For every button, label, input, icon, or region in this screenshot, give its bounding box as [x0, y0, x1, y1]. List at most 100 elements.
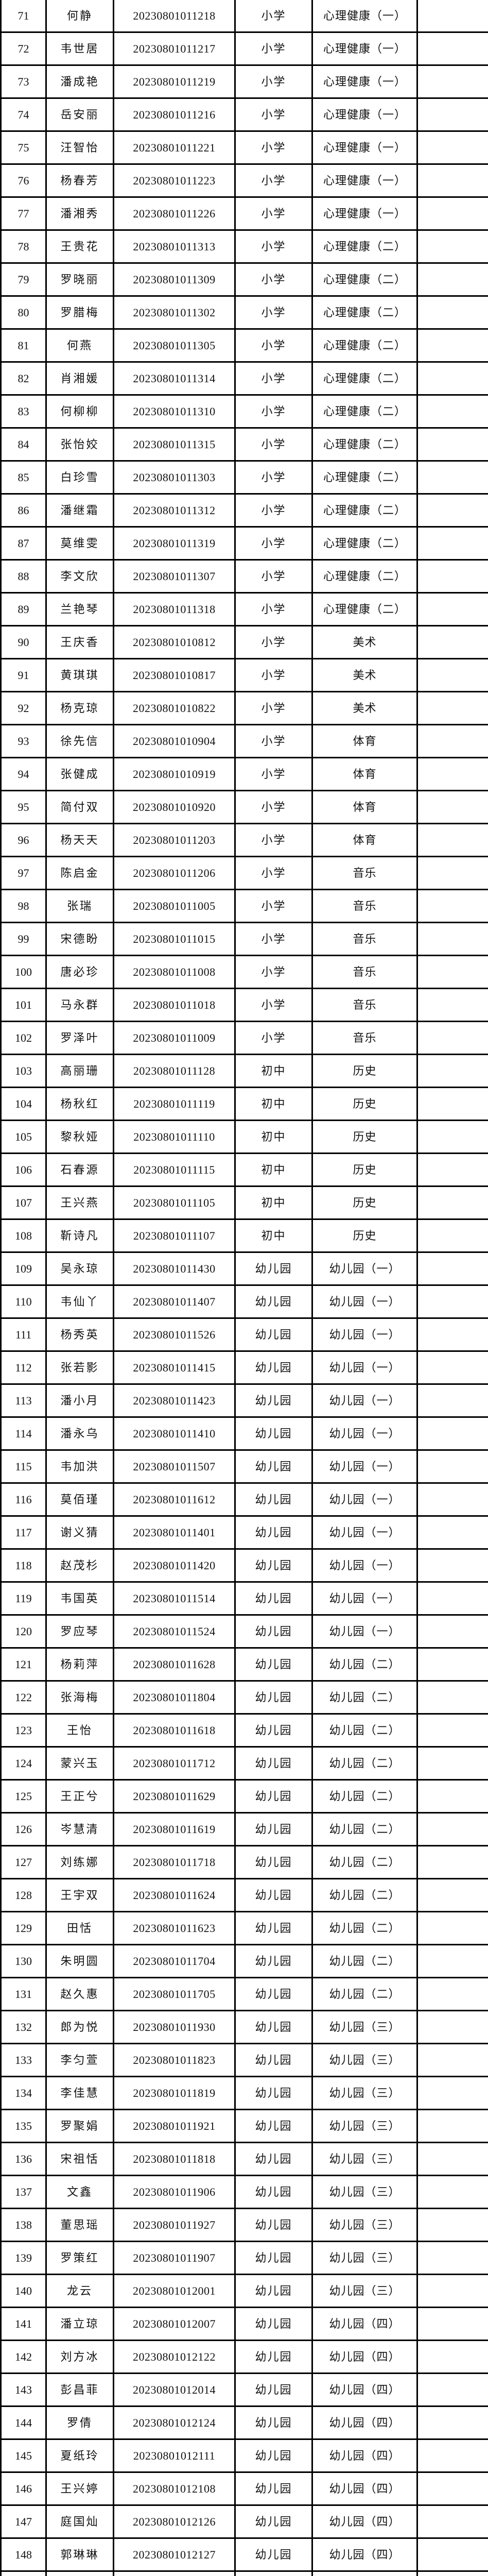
cell-exam-number: 20230801010919 — [113, 757, 236, 791]
cell-row-number: 127 — [0, 1845, 47, 1879]
cell-subject: 体育 — [311, 757, 418, 791]
table-row: 111 杨秀英 20230801011526 幼儿园 幼儿园（一） — [0, 1317, 488, 1352]
cell-exam-number: 20230801011226 — [113, 196, 236, 231]
cell-exam-number: 20230801011221 — [113, 130, 236, 165]
cell-row-number: 111 — [0, 1317, 47, 1352]
cell-school-level: 小学 — [234, 427, 313, 462]
table-row: 122 张海梅 20230801011804 幼儿园 幼儿园（二） — [0, 1680, 488, 1715]
cell-name: 黄琪琪 — [45, 658, 114, 692]
cell-school-level: 幼儿园 — [234, 2109, 313, 2143]
cell-name: 莫佰瑾 — [45, 1482, 114, 1517]
cell-school-level: 幼儿园 — [234, 1482, 313, 1517]
cell-school-level: 幼儿园 — [234, 1548, 313, 1583]
table-row: 101 马永群 20230801011018 小学 音乐 — [0, 988, 488, 1022]
cell-note — [416, 2208, 488, 2242]
cell-subject: 幼儿园（四） — [311, 2570, 418, 2576]
table-row: 126 岑慧清 20230801011619 幼儿园 幼儿园（二） — [0, 1812, 488, 1846]
cell-name: 张健成 — [45, 757, 114, 791]
cell-name: 罗晓丽 — [45, 262, 114, 297]
cell-subject: 幼儿园（四） — [311, 2471, 418, 2506]
cell-school-level: 幼儿园 — [234, 1878, 313, 1912]
cell-row-number: 104 — [0, 1087, 47, 1121]
cell-exam-number: 20230801011008 — [113, 955, 236, 989]
table-row: 138 董思瑶 20230801011927 幼儿园 幼儿园（三） — [0, 2208, 488, 2242]
cell-school-level: 幼儿园 — [234, 1350, 313, 1385]
cell-subject: 历史 — [311, 1185, 418, 1220]
cell-exam-number: 20230801011107 — [113, 1218, 236, 1253]
cell-exam-number: 20230801011315 — [113, 427, 236, 462]
cell-name: 唐必珍 — [45, 955, 114, 989]
cell-name: 赵茂杉 — [45, 1548, 114, 1583]
cell-note — [416, 922, 488, 956]
cell-name: 谢义猜 — [45, 1515, 114, 1550]
cell-subject: 幼儿园（三） — [311, 2076, 418, 2110]
cell-school-level: 幼儿园 — [234, 1614, 313, 1649]
table-row: 104 杨秋红 20230801011119 初中 历史 — [0, 1087, 488, 1121]
cell-name: 宋德盼 — [45, 922, 114, 956]
cell-exam-number: 20230801010920 — [113, 790, 236, 824]
cell-school-level: 小学 — [234, 64, 313, 99]
cell-row-number: 76 — [0, 163, 47, 198]
cell-note — [416, 64, 488, 99]
cell-exam-number: 20230801011907 — [113, 2241, 236, 2275]
cell-school-level: 幼儿园 — [234, 2504, 313, 2539]
cell-school-level: 初中 — [234, 1087, 313, 1121]
cell-row-number: 93 — [0, 724, 47, 758]
cell-row-number: 124 — [0, 1746, 47, 1781]
cell-row-number: 117 — [0, 1515, 47, 1550]
cell-name: 罗应琴 — [45, 1614, 114, 1649]
table-row: 75 汪智怡 20230801011221 小学 心理健康（一） — [0, 130, 488, 165]
cell-subject: 幼儿园（二） — [311, 1746, 418, 1781]
cell-subject: 幼儿园（二） — [311, 1878, 418, 1912]
cell-name: 李匀萱 — [45, 2043, 114, 2077]
table-row: 93 徐先信 20230801010904 小学 体育 — [0, 724, 488, 758]
cell-row-number: 101 — [0, 988, 47, 1022]
cell-name: 张海梅 — [45, 1680, 114, 1715]
cell-note — [416, 1482, 488, 1517]
cell-name: 杨秀英 — [45, 1317, 114, 1352]
table-row: 125 王正兮 20230801011629 幼儿园 幼儿园（二） — [0, 1779, 488, 1814]
cell-note — [416, 196, 488, 231]
cell-exam-number: 20230801011216 — [113, 97, 236, 132]
cell-name: 张瑞 — [45, 889, 114, 923]
cell-note — [416, 823, 488, 857]
cell-name: 罗泽叶 — [45, 1021, 114, 1055]
table-row: 110 韦仙丫 20230801011407 幼儿园 幼儿园（一） — [0, 1284, 488, 1319]
cell-school-level: 小学 — [234, 526, 313, 561]
cell-name: 蒙兴玉 — [45, 1746, 114, 1781]
cell-school-level: 幼儿园 — [234, 1911, 313, 1945]
cell-school-level: 幼儿园 — [234, 1515, 313, 1550]
cell-exam-number: 20230801012111 — [113, 2438, 236, 2473]
table-row: 130 朱明圆 20230801011704 幼儿园 幼儿园（二） — [0, 1944, 488, 1978]
cell-row-number: 144 — [0, 2405, 47, 2440]
cell-row-number: 92 — [0, 691, 47, 725]
cell-name: 岑慧清 — [45, 1812, 114, 1846]
cell-name: 韦加洪 — [45, 1449, 114, 1484]
cell-row-number: 143 — [0, 2372, 47, 2407]
cell-school-level: 小学 — [234, 790, 313, 824]
cell-row-number: 77 — [0, 196, 47, 231]
cell-exam-number: 20230801011823 — [113, 2043, 236, 2077]
cell-note — [416, 1779, 488, 1814]
cell-school-level: 幼儿园 — [234, 1746, 313, 1781]
table-row: 143 彭昌菲 20230801012014 幼儿园 幼儿园（四） — [0, 2372, 488, 2407]
cell-name: 何燕 — [45, 328, 114, 363]
cell-exam-number: 20230801011305 — [113, 328, 236, 363]
cell-name: 韦仙丫 — [45, 1284, 114, 1319]
cell-subject: 幼儿园（二） — [311, 1812, 418, 1846]
cell-row-number: 95 — [0, 790, 47, 824]
cell-exam-number: 20230801011804 — [113, 1680, 236, 1715]
cell-note — [416, 2274, 488, 2308]
cell-row-number: 129 — [0, 1911, 47, 1945]
cell-note — [416, 1284, 488, 1319]
cell-note — [416, 559, 488, 594]
table-row: 147 庭国灿 20230801012126 幼儿园 幼儿园（四） — [0, 2504, 488, 2539]
cell-row-number: 145 — [0, 2438, 47, 2473]
cell-subject: 幼儿园（四） — [311, 2504, 418, 2539]
cell-subject: 音乐 — [311, 922, 418, 956]
cell-subject: 幼儿园（三） — [311, 2043, 418, 2077]
cell-name: 潘小月 — [45, 1383, 114, 1418]
cell-note — [416, 1713, 488, 1748]
cell-row-number: 149 — [0, 2570, 47, 2576]
